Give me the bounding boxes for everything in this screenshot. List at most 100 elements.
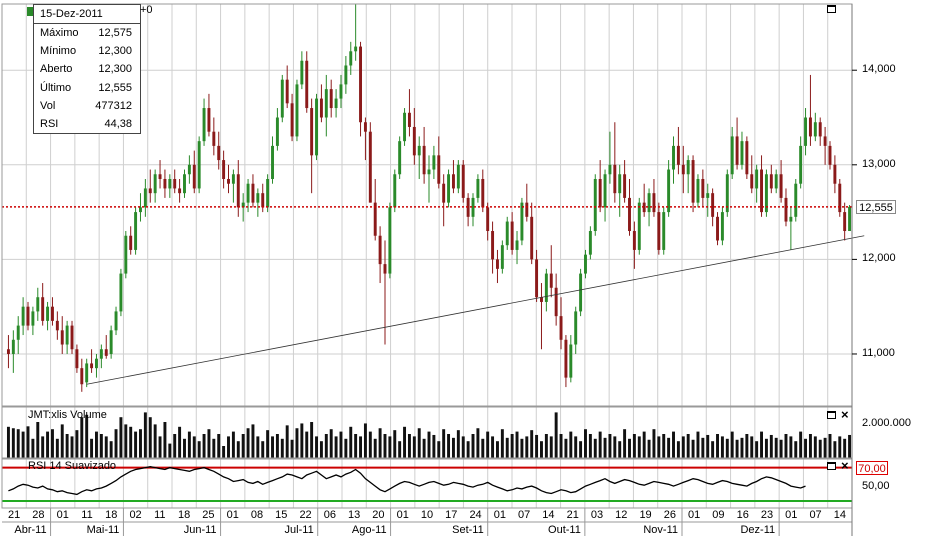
quote-row: Máximo 12,575	[34, 24, 140, 42]
volume-bar	[60, 424, 64, 458]
candle-body	[217, 145, 221, 161]
candle-body	[740, 141, 744, 165]
volume-bar	[525, 436, 529, 458]
volume-bar	[295, 428, 299, 458]
candle-body	[31, 311, 35, 326]
volume-bar	[730, 431, 734, 458]
candle-body	[628, 197, 631, 232]
candle-body	[212, 131, 216, 146]
volume-bar	[300, 423, 304, 458]
x-month-label: Jun-11	[183, 524, 217, 536]
candle-body	[6, 349, 10, 354]
volume-bar	[398, 441, 402, 458]
volume-bar	[227, 436, 230, 458]
volume-bar	[11, 428, 15, 458]
candle-body	[696, 178, 700, 203]
candle-body	[80, 368, 84, 385]
candle-body	[227, 178, 230, 184]
candle-body	[701, 178, 705, 198]
candle-body	[349, 51, 353, 66]
volume-bar	[681, 436, 685, 458]
volume-bar	[828, 434, 832, 458]
volume-bar	[246, 428, 250, 458]
volume-bar	[456, 430, 460, 458]
volume-bar	[393, 430, 397, 458]
volume-bar	[662, 434, 666, 458]
rsi-upper-level-tag: 70,00	[856, 460, 888, 475]
x-day-label: 24	[469, 509, 482, 521]
candle-body	[148, 188, 152, 194]
volume-bar	[481, 438, 485, 458]
candle-body	[652, 193, 656, 213]
candle-body	[393, 174, 397, 208]
candle-body	[403, 112, 407, 142]
volume-bar	[280, 438, 284, 458]
close-volume-panel-icon[interactable]: ×	[841, 407, 849, 422]
panel-frames	[1, 3, 857, 536]
x-day-label: 18	[178, 509, 191, 521]
volume-bar	[85, 414, 89, 458]
volume-bar	[241, 434, 245, 458]
maximize-price-panel-button[interactable]	[827, 5, 836, 13]
volume-bar	[559, 434, 563, 458]
candle-body	[109, 330, 113, 354]
volume-bar	[725, 438, 729, 458]
candle-body	[637, 202, 641, 250]
candle-body	[510, 221, 514, 250]
candle-body	[183, 174, 186, 194]
volume-bar	[407, 434, 411, 458]
candle-body	[334, 98, 338, 109]
volume-bar	[676, 441, 680, 458]
candle-body	[207, 108, 211, 132]
x-day-label: 01	[56, 509, 69, 521]
candle-body	[642, 202, 646, 213]
candle-body	[813, 122, 817, 137]
volume-bar	[173, 434, 177, 458]
candle-body	[90, 363, 94, 369]
volume-bar	[99, 434, 103, 458]
candle-body	[178, 188, 182, 194]
x-day-label: 11	[81, 509, 93, 521]
volume-bar	[774, 437, 778, 458]
x-day-label: 23	[760, 509, 774, 521]
quote-row: Aberto 12,300	[34, 60, 140, 78]
candle-body	[657, 212, 661, 250]
x-day-label: 01	[785, 509, 798, 521]
candle-body	[114, 311, 118, 331]
trend-line	[86, 235, 865, 385]
volume-bar	[363, 423, 367, 458]
candle-body	[85, 363, 89, 383]
candle-body	[706, 193, 710, 198]
candle-body	[794, 183, 798, 217]
volume-bar	[608, 434, 612, 458]
candle-body	[310, 108, 314, 156]
candle-body	[569, 344, 573, 378]
candle-body	[124, 235, 128, 274]
candle-body	[324, 89, 328, 118]
volume-bar	[574, 436, 578, 458]
candle-body	[525, 202, 529, 217]
candle-body	[432, 155, 436, 170]
candle-body	[828, 145, 832, 165]
volume-bar	[637, 436, 641, 458]
maximize-rsi-panel-button[interactable]	[827, 462, 836, 470]
candle-body	[197, 141, 201, 189]
maximize-volume-panel-button[interactable]	[827, 411, 836, 419]
candle-body	[579, 273, 583, 312]
close-rsi-panel-icon[interactable]: ×	[841, 458, 849, 473]
candle-body	[354, 46, 358, 52]
volume-bar	[207, 429, 211, 458]
candle-body	[143, 188, 147, 208]
x-month-label: Out-11	[548, 524, 581, 536]
candle-body	[515, 240, 519, 250]
volume-bar	[486, 431, 490, 458]
volume-bar	[55, 438, 59, 458]
candle-body	[716, 216, 719, 241]
x-day-label: 26	[663, 509, 676, 521]
volume-bar	[310, 422, 314, 458]
volume-bar	[720, 436, 724, 458]
candle-body	[755, 169, 759, 189]
overlay-lines	[2, 206, 865, 385]
x-day-label: 15	[275, 509, 288, 521]
